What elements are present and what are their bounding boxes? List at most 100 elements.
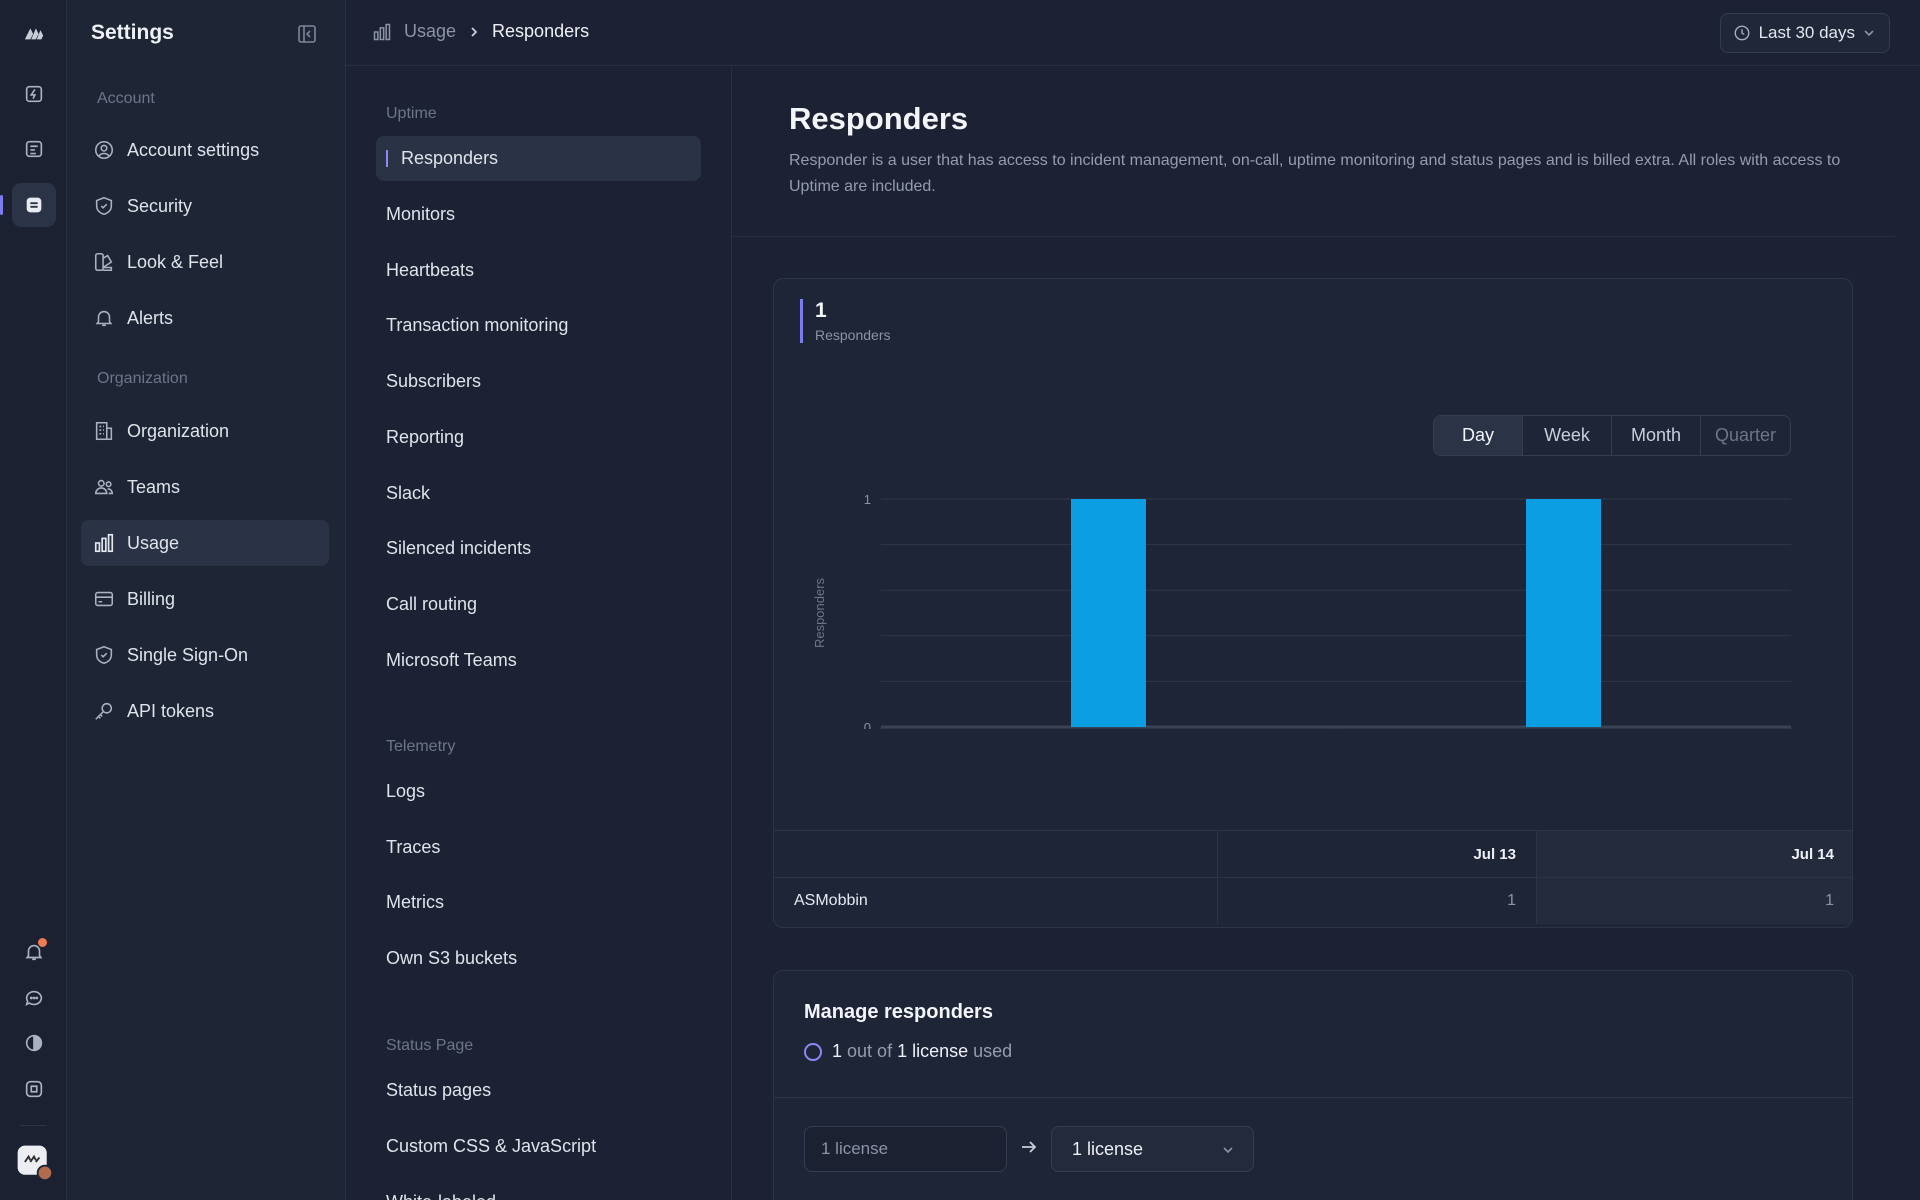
metric-label: Responders (815, 327, 891, 343)
avatar[interactable] (12, 1140, 56, 1184)
sidebar-item-label: Billing (127, 588, 176, 609)
subnav-item-slack[interactable]: Slack (386, 483, 431, 503)
settings-icon[interactable] (0, 183, 56, 227)
sidebar-item-security[interactable]: Security (81, 183, 329, 229)
bar (1526, 499, 1601, 727)
settings-title: Settings (91, 21, 174, 44)
user-circle-icon (94, 140, 114, 160)
subnav-item-custom-css-js[interactable]: Custom CSS & JavaScript (386, 1136, 597, 1156)
sidebar-item-organization[interactable]: Organization (81, 408, 329, 454)
manage-responders-title: Manage responders (804, 1001, 993, 1023)
sidebar-item-label: Account settings (127, 139, 260, 160)
logo-icon[interactable] (12, 10, 56, 54)
granularity-toggle: Day Week Month Quarter (1433, 415, 1791, 456)
status-page-section-label: Status Page (386, 1037, 474, 1054)
subnav-item-silenced-incidents[interactable]: Silenced incidents (386, 538, 532, 558)
responders-table: Jul 13 Jul 14 ASMobbin 1 1 (774, 830, 1852, 924)
page-title: Responders (789, 101, 969, 136)
users-icon (94, 479, 114, 495)
organization-section-label: Organization (97, 370, 188, 387)
sidebar-item-label: Usage (127, 532, 180, 553)
key-icon (95, 702, 113, 720)
subnav-item-traces[interactable]: Traces (386, 837, 441, 857)
sidebar-collapse-icon[interactable] (297, 24, 317, 44)
usage-subnav: Uptime Responders Monitors Heartbeats Tr… (346, 67, 732, 1200)
subnav-item-call-routing[interactable]: Call routing (386, 594, 478, 614)
license-select-value: 1 license (1072, 1138, 1144, 1159)
y-tick-label: 0 (864, 720, 871, 729)
subnav-item-logs[interactable]: Logs (386, 781, 426, 801)
chevron-down-icon (1223, 1147, 1233, 1154)
account-section-label: Account (97, 90, 155, 107)
table-cell-value: 1 (1218, 878, 1537, 924)
responders-metric: 1 Responders (800, 299, 891, 343)
used-text: used (973, 1041, 1013, 1061)
breadcrumb-usage[interactable]: Usage (404, 21, 457, 41)
rail-divider (20, 1125, 46, 1126)
subnav-item-heartbeats[interactable]: Heartbeats (386, 260, 475, 280)
subnav-item-monitors[interactable]: Monitors (386, 204, 456, 224)
metric-value: 1 (815, 299, 827, 322)
sidebar-item-label: Single Sign-On (127, 644, 249, 665)
granularity-week[interactable]: Week (1523, 416, 1612, 455)
manage-responders-card: Manage responders 1 out of 1 license use… (773, 970, 1853, 1200)
subnav-item-subscribers[interactable]: Subscribers (386, 371, 482, 391)
usage-ring-icon (804, 1042, 822, 1061)
out-of-text: out of (847, 1041, 893, 1061)
card-divider (774, 1097, 1852, 1098)
granularity-month[interactable]: Month (1612, 416, 1701, 455)
table-row: ASMobbin 1 1 (774, 877, 1852, 924)
notifications-icon[interactable] (12, 930, 56, 974)
sidebar-item-account-settings[interactable]: Account settings (81, 127, 329, 173)
date-range-button[interactable]: Last 30 days (1719, 13, 1890, 53)
chevron-down-icon (1864, 30, 1874, 37)
bar-chart-icon (373, 23, 391, 40)
subnav-item-microsoft-teams[interactable]: Microsoft Teams (386, 650, 517, 670)
subnav-item-responders[interactable]: Responders (376, 136, 701, 181)
license-select[interactable]: 1 license (1051, 1126, 1254, 1172)
sidebar-item-label: API tokens (127, 700, 215, 721)
chat-icon[interactable] (12, 976, 56, 1020)
sidebar-item-label: Organization (127, 420, 230, 441)
logs-icon[interactable] (12, 127, 56, 171)
icon-rail (0, 0, 67, 1200)
sidebar-item-usage[interactable]: Usage (81, 520, 329, 566)
granularity-quarter[interactable]: Quarter (1714, 425, 1777, 445)
shield-icon (95, 196, 113, 216)
sidebar-item-teams[interactable]: Teams (81, 464, 329, 510)
sidebar-item-billing[interactable]: Billing (81, 576, 329, 622)
subnav-item-transaction-monitoring[interactable]: Transaction monitoring (386, 315, 569, 335)
incidents-icon[interactable] (12, 72, 56, 116)
table-cell-name: ASMobbin (774, 878, 1218, 924)
sidebar-item-sso[interactable]: Single Sign-On (81, 632, 329, 678)
sidebar-item-label: Look & Feel (127, 251, 224, 272)
chevron-right-icon (471, 26, 478, 37)
table-header-row: Jul 13 Jul 14 (774, 830, 1852, 877)
subnav-item-own-s3-buckets[interactable]: Own S3 buckets (386, 948, 518, 968)
page-description: Responder is a user that has access to i… (789, 152, 1841, 195)
notification-dot (38, 938, 47, 947)
bell-icon (95, 310, 113, 327)
command-icon[interactable] (12, 1067, 56, 1111)
y-axis-label: Responders (812, 577, 827, 648)
top-bar: Usage Responders Last 30 days (346, 0, 1920, 66)
subnav-item-white-labeled[interactable]: White-labeled (376, 1180, 701, 1200)
header-divider (733, 236, 1895, 237)
sidebar-item-alerts[interactable]: Alerts (81, 295, 329, 341)
shield-check-icon (95, 645, 113, 665)
granularity-day[interactable]: Day (1434, 416, 1523, 455)
subnav-item-metrics[interactable]: Metrics (386, 892, 444, 912)
subnav-item-reporting[interactable]: Reporting (386, 427, 465, 447)
sidebar-item-api-tokens[interactable]: API tokens (81, 688, 329, 734)
table-header-name (774, 831, 1218, 877)
sidebar-item-look-feel[interactable]: Look & Feel (81, 239, 329, 285)
palette-icon (94, 252, 113, 272)
status-icon[interactable] (12, 1021, 56, 1065)
license-usage: 1 out of 1 license used (804, 1041, 1012, 1062)
clock-icon (1734, 25, 1750, 41)
arrow-right-icon (1022, 1141, 1037, 1153)
main-content: Responders Responder is a user that has … (733, 67, 1920, 1200)
subnav-item-status-pages[interactable]: Status pages (386, 1080, 492, 1100)
settings-sidebar: Settings Account Account settings Securi… (67, 0, 346, 1200)
